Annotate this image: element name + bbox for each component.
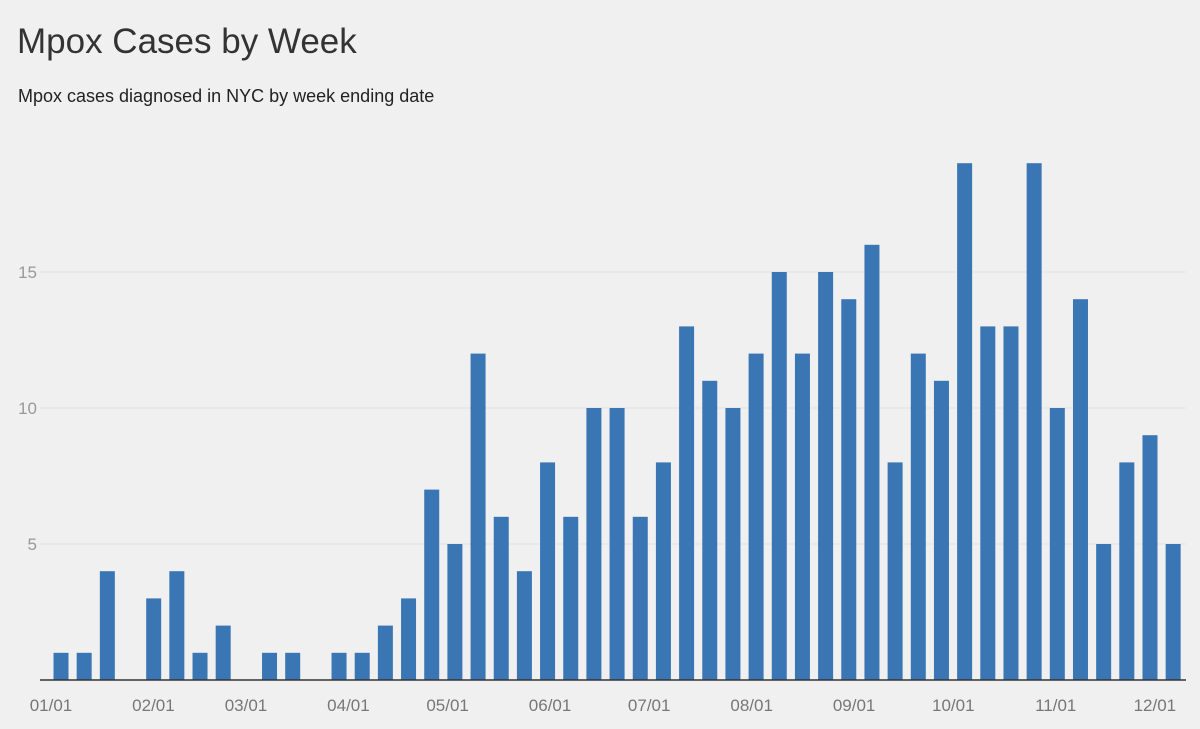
bar <box>887 462 903 680</box>
bar <box>354 652 370 680</box>
x-tick-label: 06/01 <box>529 696 572 715</box>
bar <box>818 272 834 680</box>
bar <box>516 571 532 680</box>
bar <box>586 408 602 680</box>
bar <box>169 571 185 680</box>
bar <box>146 598 162 680</box>
bar <box>285 652 301 680</box>
chart-title: Mpox Cases by Week <box>17 22 357 61</box>
bar <box>424 489 440 680</box>
bar <box>957 163 973 680</box>
bar <box>377 625 393 680</box>
bar <box>401 598 417 680</box>
bar <box>794 353 810 680</box>
y-tick-label: 10 <box>18 399 37 418</box>
bar <box>980 326 996 680</box>
bar <box>470 353 486 680</box>
y-tick-label: 5 <box>28 535 37 554</box>
bar <box>1165 544 1181 680</box>
bar <box>702 380 718 680</box>
bar <box>493 516 509 680</box>
bar <box>632 516 648 680</box>
bar <box>655 462 671 680</box>
bar <box>1003 326 1019 680</box>
x-tick-label: 01/01 <box>30 696 73 715</box>
x-tick-label: 09/01 <box>833 696 876 715</box>
bar <box>76 652 92 680</box>
x-tick-label: 03/01 <box>225 696 268 715</box>
x-tick-label: 04/01 <box>327 696 370 715</box>
bar <box>1096 544 1112 680</box>
bar <box>99 571 115 680</box>
bar <box>262 652 278 680</box>
x-tick-label: 05/01 <box>426 696 469 715</box>
bar <box>748 353 764 680</box>
bar <box>192 652 208 680</box>
bar <box>933 380 949 680</box>
chart-subtitle: Mpox cases diagnosed in NYC by week endi… <box>18 86 435 106</box>
x-tick-label: 07/01 <box>628 696 671 715</box>
bar <box>215 625 231 680</box>
bar <box>1072 299 1088 680</box>
bar <box>563 516 579 680</box>
bar <box>771 272 787 680</box>
bar <box>609 408 625 680</box>
y-tick-label: 15 <box>18 263 37 282</box>
bar <box>679 326 695 680</box>
bar <box>725 408 741 680</box>
x-tick-label: 11/01 <box>1035 696 1076 715</box>
bar <box>53 652 69 680</box>
bar <box>910 353 926 680</box>
bar <box>1049 408 1065 680</box>
bar <box>864 244 880 681</box>
x-tick-label: 02/01 <box>132 696 175 715</box>
x-tick-label: 12/01 <box>1134 696 1177 715</box>
x-tick-label: 08/01 <box>730 696 773 715</box>
bar <box>1026 163 1042 680</box>
bar <box>540 462 556 680</box>
bar <box>1119 462 1135 680</box>
bar <box>331 652 347 680</box>
x-tick-label: 10/01 <box>932 696 975 715</box>
bar <box>841 299 857 680</box>
bar <box>1142 435 1158 680</box>
bar <box>447 544 463 680</box>
